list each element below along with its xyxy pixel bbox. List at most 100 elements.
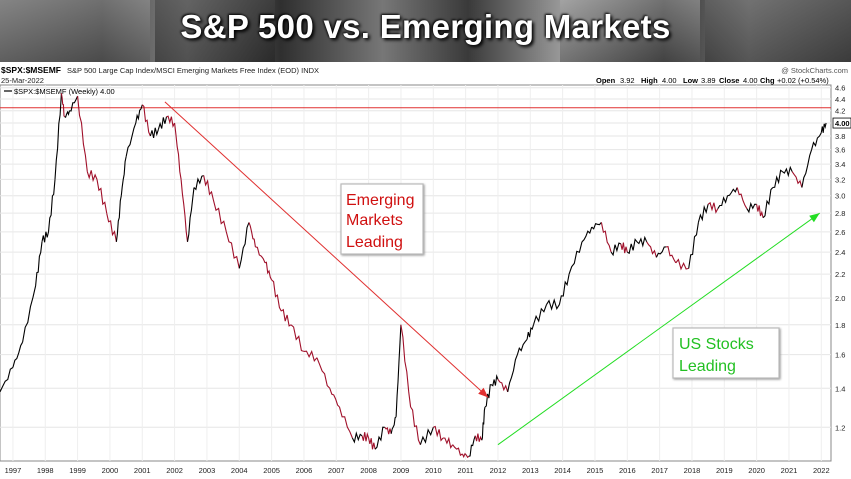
- price-segment: [610, 242, 621, 257]
- price-segment: [351, 431, 363, 444]
- y-tick-label: 1.6: [835, 351, 845, 360]
- price-segment: [491, 373, 499, 387]
- x-tick-label: 2007: [328, 466, 345, 475]
- x-tick-label: 2015: [587, 466, 604, 475]
- open-value: 3.92: [620, 76, 635, 85]
- annotation-us-box: [672, 327, 780, 379]
- y-tick-label: 3.8: [835, 132, 845, 141]
- emerging-arrow-head: [478, 387, 489, 398]
- last-value-marker: 4.00: [832, 117, 851, 129]
- us-arrow-head: [809, 213, 820, 223]
- price-segment: [12, 341, 24, 368]
- plot-frame: [0, 84, 832, 462]
- x-tick-label: 2014: [554, 466, 571, 475]
- chart: $SPX:$MSEMF S&P 500 Large Cap Index/MSCI…: [0, 65, 851, 475]
- banner-photo: [155, 0, 275, 62]
- price-segment: [60, 93, 66, 118]
- price-segment: [532, 304, 548, 325]
- price-segment: [149, 127, 159, 139]
- x-tick-label: 2017: [651, 466, 668, 475]
- y-tick-label: 3.2: [835, 175, 845, 184]
- price-segment: [368, 437, 376, 450]
- banner-title: S&P 500 vs. Emerging Markets: [180, 8, 671, 45]
- ohlc-readout: Open 3.92 High 4.00 Low 3.89 Close 4.00 …: [596, 76, 829, 85]
- x-tick-label: 2022: [813, 466, 830, 475]
- price-segment: [655, 246, 667, 258]
- x-tick-label: 2018: [684, 466, 701, 475]
- price-segment: [568, 241, 583, 275]
- price-segment: [481, 406, 486, 441]
- annotation-emerging-line2: Markets: [346, 212, 403, 229]
- price-segment: [820, 122, 827, 133]
- x-tick-label: 2001: [134, 466, 151, 475]
- legend-label: $SPX:$MSEMF (Weekly) 4.00: [14, 87, 115, 96]
- x-tick-label: 2021: [781, 466, 798, 475]
- price-segment: [717, 195, 729, 209]
- banner: S&P 500 vs. Emerging Markets: [0, 0, 851, 62]
- x-tick-label: 2013: [522, 466, 539, 475]
- x-tick-label: 1998: [37, 466, 54, 475]
- price-segment: [384, 426, 392, 435]
- price-segment: [69, 95, 79, 112]
- price-segment: [77, 96, 88, 172]
- price-segment: [627, 238, 638, 255]
- price-segment: [238, 222, 250, 269]
- price-segment: [22, 285, 37, 343]
- high-label: High: [641, 76, 658, 85]
- price-segment: [526, 324, 535, 340]
- x-tick-label: 2000: [102, 466, 119, 475]
- price-segment: [410, 406, 421, 445]
- price-segment: [507, 354, 518, 393]
- price-segment: [468, 435, 476, 457]
- close-label: Close: [719, 76, 739, 85]
- y-tick-label: 3.6: [835, 146, 845, 155]
- price-segment: [264, 261, 273, 281]
- banner-photo: [0, 0, 150, 62]
- x-tick-label: 2006: [296, 466, 313, 475]
- high-value: 4.00: [662, 76, 677, 85]
- price-segment: [193, 174, 204, 191]
- price-segment: [141, 104, 151, 137]
- price-segment: [400, 324, 412, 408]
- price-segment: [180, 179, 189, 242]
- y-tick-label: 3.4: [835, 160, 845, 169]
- price-segment: [791, 171, 803, 188]
- price-segment: [290, 324, 305, 352]
- price-segment: [419, 427, 434, 445]
- x-tick-label: 2010: [425, 466, 442, 475]
- y-tick-label: 3.0: [835, 192, 845, 201]
- price-segment: [688, 222, 699, 269]
- price-segment: [35, 241, 43, 286]
- y-tick-label: 1.8: [835, 321, 845, 330]
- x-tick-label: 2008: [360, 466, 377, 475]
- chart-description: S&P 500 Large Cap Index/MSCI Emerging Ma…: [67, 66, 319, 75]
- x-tick-label: 2016: [619, 466, 636, 475]
- price-segment: [361, 432, 370, 442]
- price-segment: [125, 122, 137, 157]
- trend-arrows: [164, 101, 820, 446]
- price-segment: [433, 425, 444, 442]
- y-tick-label: 1.2: [835, 423, 845, 432]
- price-segment: [452, 444, 463, 457]
- x-tick-label: 2009: [393, 466, 410, 475]
- price-segment: [772, 169, 783, 189]
- price-segment: [581, 226, 593, 243]
- price-segment: [600, 222, 612, 253]
- price-segment: [186, 187, 195, 242]
- price-segment: [736, 187, 748, 209]
- price-segment: [64, 110, 71, 118]
- price-segment: [96, 179, 108, 214]
- price-segment: [801, 149, 813, 188]
- banner-photo: [560, 0, 700, 62]
- annotation-emerging: Emerging Markets Leading: [340, 183, 424, 255]
- price-series: [0, 93, 827, 459]
- price-segment: [106, 213, 117, 242]
- low-label: Low: [683, 76, 698, 85]
- price-segment: [0, 367, 14, 393]
- price-segment: [203, 175, 214, 201]
- low-value: 3.89: [701, 76, 716, 85]
- x-tick-label: 1999: [69, 466, 86, 475]
- close-value: 4.00: [743, 76, 758, 85]
- price-segment: [54, 93, 62, 180]
- price-segment: [707, 201, 719, 214]
